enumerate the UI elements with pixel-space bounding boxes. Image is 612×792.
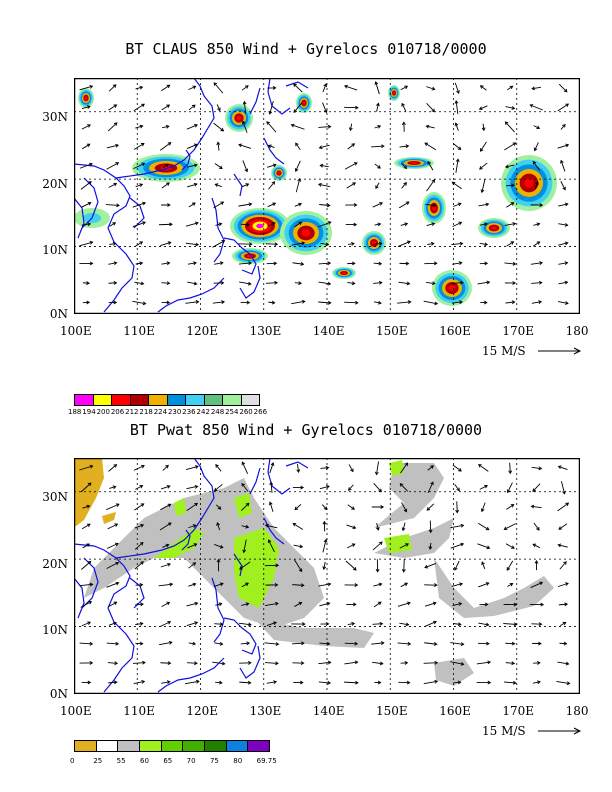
colorbar-swatch (204, 395, 223, 405)
colorbar-swatch (205, 741, 227, 751)
colorbar-swatch (75, 741, 97, 751)
panel2-xtick: 110E (123, 704, 155, 718)
colorbar-label: 55 (116, 757, 126, 765)
colorbar-label: 230 (167, 408, 182, 416)
colorbar-label: 248 (210, 408, 225, 416)
panel2-scale-arrow (538, 727, 582, 735)
panel1-ytick: 30N (42, 110, 68, 124)
colorbar-swatch (161, 741, 184, 751)
panel1-xtick: 180 (565, 324, 589, 338)
colorbar-swatch (226, 741, 249, 751)
colorbar-swatch (183, 741, 206, 751)
colorbar-swatch (241, 395, 259, 405)
colorbar-label: 200 (96, 408, 110, 416)
panel2-xtick: 150E (376, 704, 408, 718)
panel2-map (74, 458, 580, 694)
colorbar-label: 80 (233, 757, 243, 765)
colorbar-label: 75 (209, 757, 219, 765)
panel1-xtick: 130E (249, 324, 282, 338)
colorbar-label: 212 (125, 408, 139, 416)
colorbar-label: 266 (253, 408, 268, 416)
panel2-frame (74, 458, 580, 694)
panel1-colorbar (74, 394, 260, 406)
colorbar-label: 260 (239, 408, 253, 416)
colorbar-swatch (130, 395, 149, 405)
colorbar-swatch (118, 741, 141, 751)
panel2-xtick: 180 (565, 704, 589, 718)
colorbar-label: 188 (68, 408, 82, 416)
colorbar-label: 218 (139, 408, 153, 416)
panel1-ytick: 10N (42, 243, 68, 257)
panel2-xtick: 160E (439, 704, 471, 718)
panel2-colorbar (74, 740, 270, 752)
colorbar-label: 0 (70, 757, 75, 765)
panel1-scale-arrow (538, 347, 582, 355)
colorbar-label: 194 (82, 408, 96, 416)
colorbar-swatch (96, 741, 119, 751)
panel2-ytick: 30N (42, 490, 68, 504)
panel2-xtick: 140E (312, 704, 345, 718)
colorbar-swatch (140, 741, 162, 751)
colorbar-swatch (149, 395, 168, 405)
panel2-ytick: 20N (42, 557, 68, 571)
wind-arrows (79, 461, 571, 686)
panel1-frame (74, 78, 580, 314)
panel1-xtick: 160E (439, 324, 471, 338)
gridlines (74, 458, 580, 694)
panel1-xtick: 120E (186, 324, 219, 338)
panel2-ytick: 10N (42, 623, 68, 637)
panel2-xtick: 100E (60, 704, 92, 718)
colorbar-swatch (186, 395, 205, 405)
colorbar-swatch (248, 741, 270, 751)
panel1-xtick: 140E (312, 324, 345, 338)
colorbar-label: 206 (110, 408, 125, 416)
panel1-colorbar-labels: 188 194 200 206 212 218 224 230 236 242 248 254 260 2… (68, 408, 268, 416)
gridlines (74, 78, 580, 314)
colorbar-swatch (75, 395, 94, 405)
panel1-ytick: 0N (49, 307, 68, 321)
colorbar-swatch (93, 395, 112, 405)
colorbar-label: 70 (186, 757, 196, 765)
panel2-colorbar-labels: 0 25 55 60 65 70 75 80 69.75 (70, 757, 280, 765)
panel1-ytick: 20N (42, 177, 68, 191)
colorbar-label: 25 (93, 757, 103, 765)
coastline (74, 78, 309, 313)
coastline (74, 458, 309, 693)
panel1-xtick: 150E (376, 324, 408, 338)
panel1-xtick: 100E (60, 324, 92, 338)
panel1-scale-label: 15 M/S (482, 344, 526, 358)
panel2-ytick: 0N (49, 687, 68, 701)
panel2-xtick: 170E (502, 704, 535, 718)
colorbar-label: 236 (182, 408, 196, 416)
cloud-top-shading (74, 85, 557, 306)
colorbar-swatch (223, 395, 242, 405)
panel1-xtick: 170E (502, 324, 535, 338)
panel2-xtick: 130E (249, 704, 282, 718)
colorbar-label: 65 (163, 757, 173, 765)
panel2-xtick: 120E (186, 704, 219, 718)
panel2-scale-label: 15 M/S (482, 724, 526, 738)
colorbar-swatch (167, 395, 186, 405)
colorbar-label: 224 (153, 408, 168, 416)
panel2-title: BT Pwat 850 Wind + Gyrelocs 010718/0000 (129, 421, 483, 439)
panel1-xtick: 110E (123, 324, 155, 338)
colorbar-swatch (112, 395, 131, 405)
colorbar-label: 60 (139, 757, 149, 765)
wind-arrows (79, 81, 570, 306)
panel1-map (74, 78, 580, 314)
colorbar-label: 69.75 (256, 757, 277, 765)
colorbar-label: 242 (196, 408, 210, 416)
panel1-title: BT CLAUS 850 Wind + Gyrelocs 010718/0000 (125, 40, 487, 58)
colorbar-label: 254 (225, 408, 239, 416)
